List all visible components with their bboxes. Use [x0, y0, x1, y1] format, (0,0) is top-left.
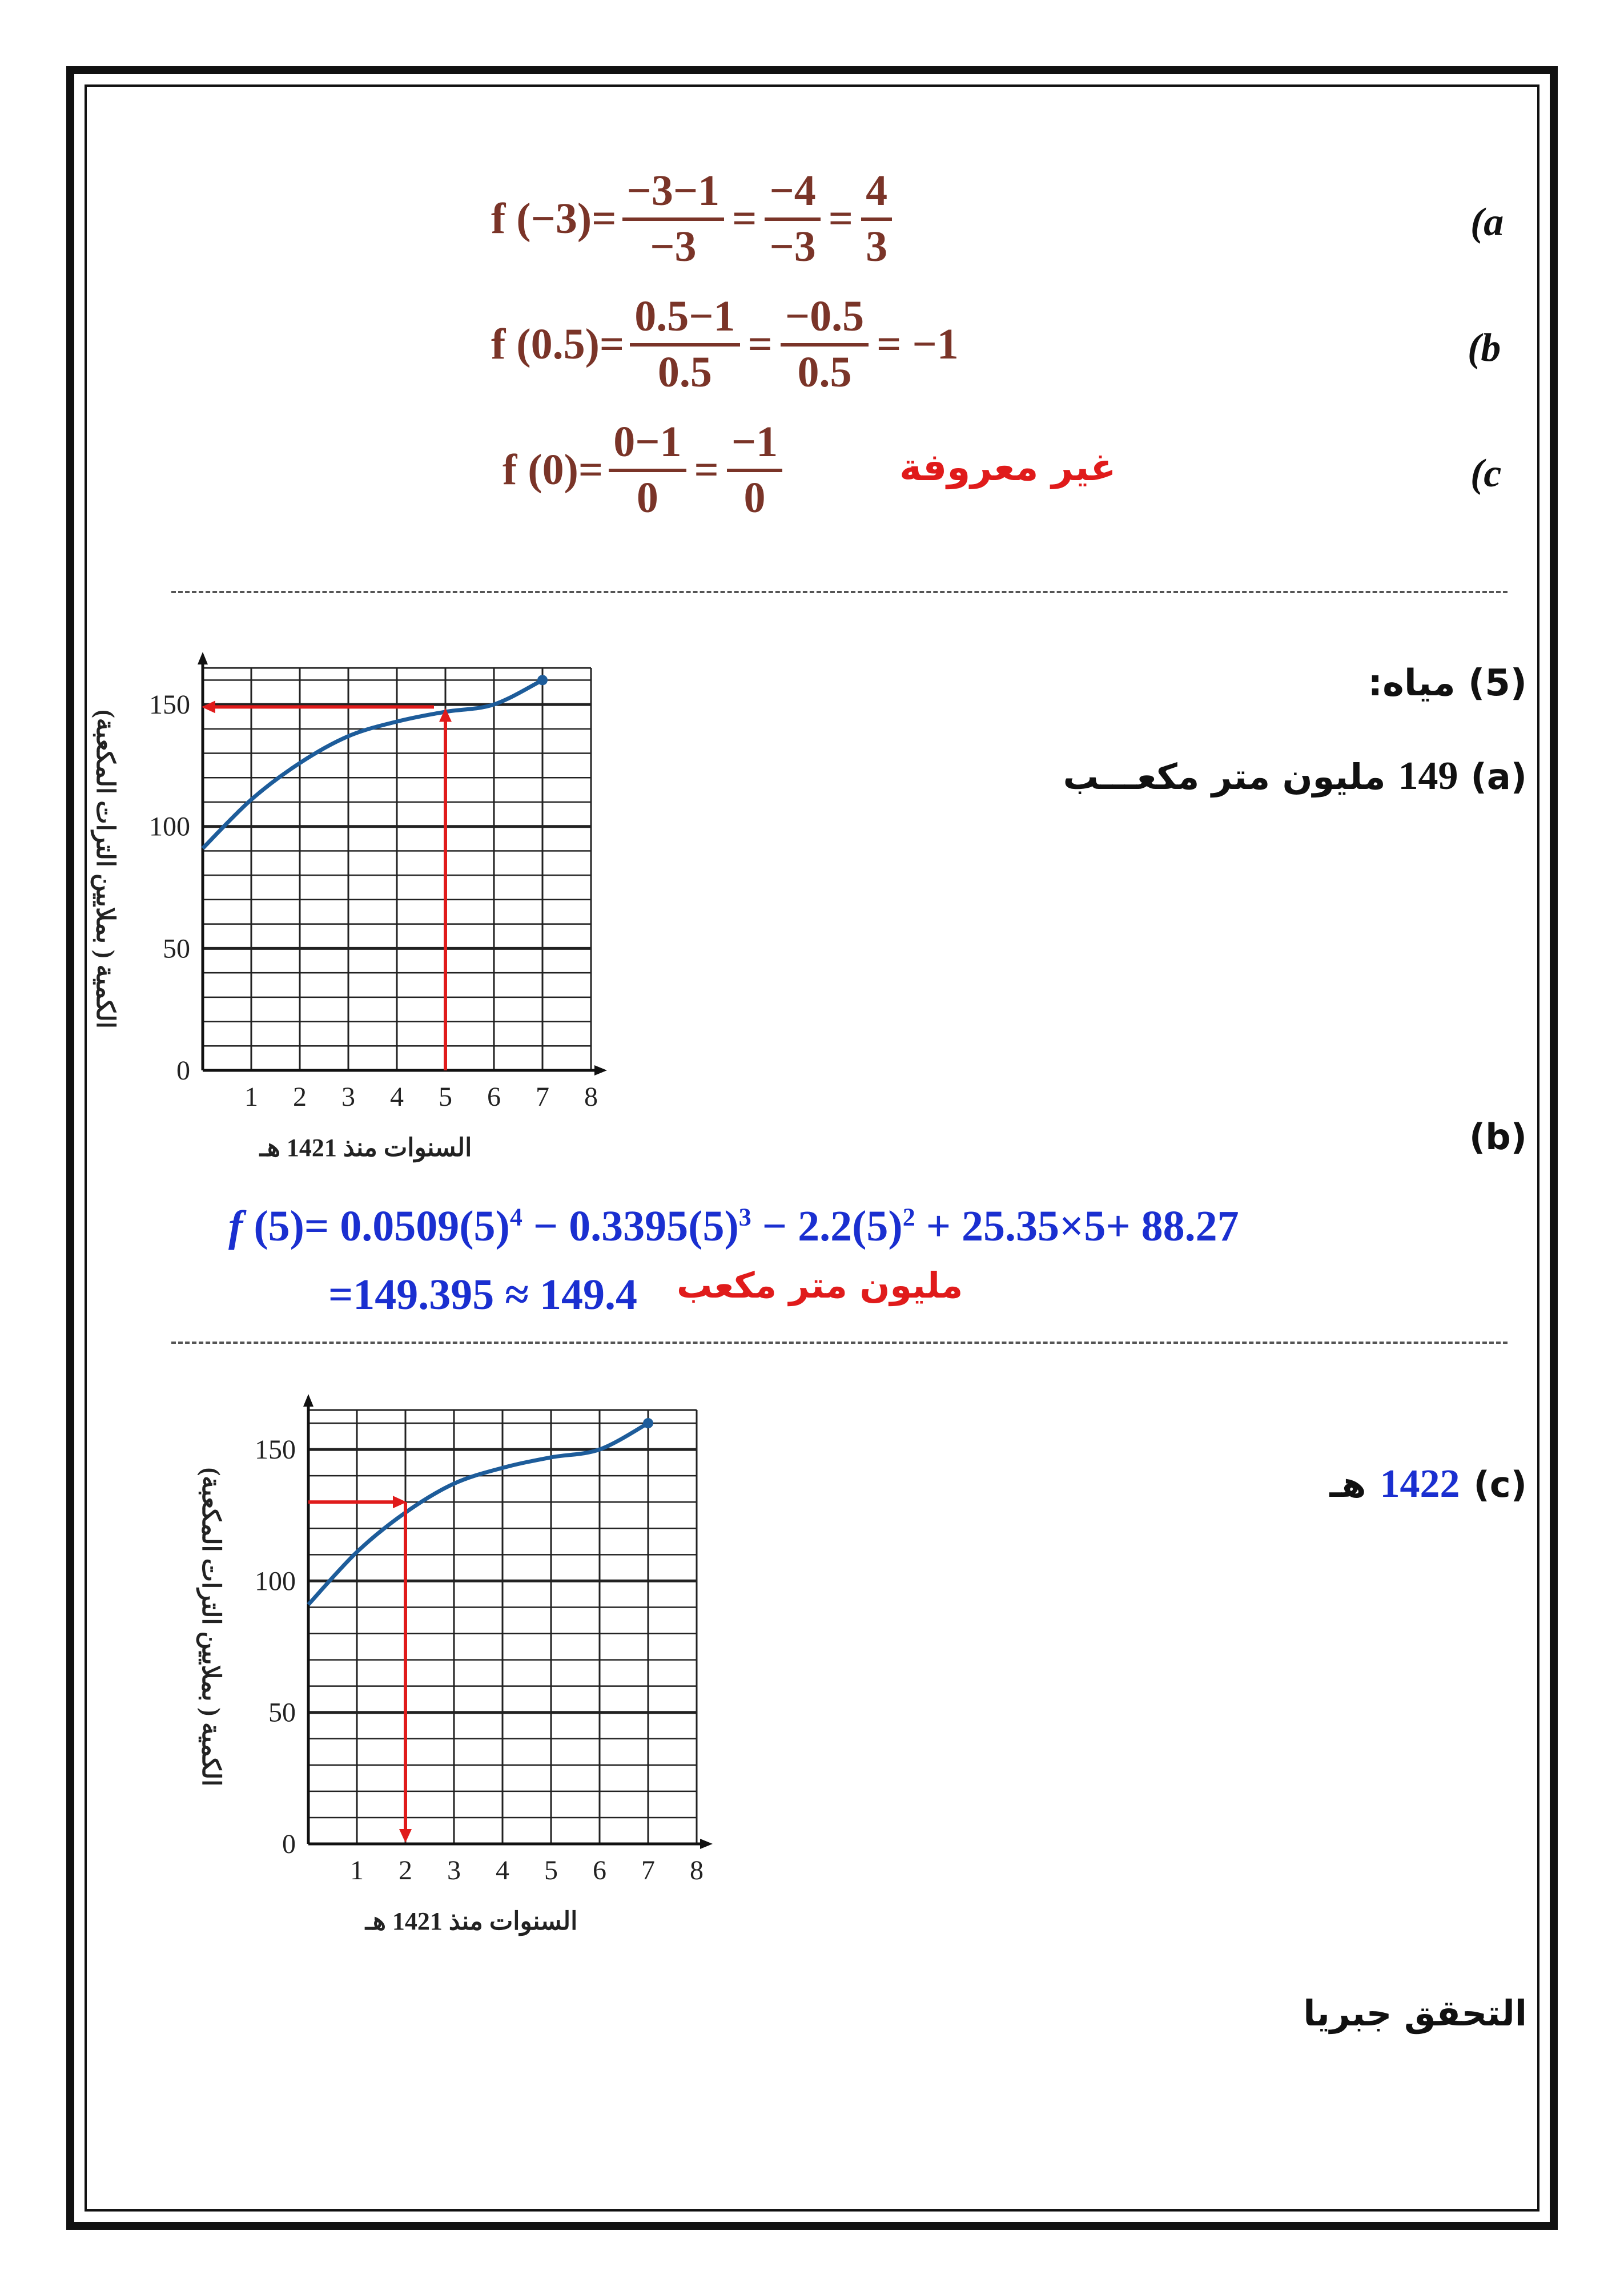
y-axis-arrow	[303, 1394, 313, 1407]
x-tick-label: 6	[487, 1082, 501, 1112]
x-tick-label: 4	[390, 1082, 404, 1112]
x-tick-label: 1	[244, 1082, 258, 1112]
fraction: 0.5−1 0.5	[630, 293, 740, 396]
x-tick-label: 3	[341, 1082, 355, 1112]
x-tick-label: 2	[399, 1855, 412, 1886]
fraction: −1 0	[726, 419, 783, 521]
y-tick-label: 50	[268, 1698, 296, 1728]
x-axis-arrow	[594, 1065, 607, 1076]
y-tick-label: 150	[255, 1435, 296, 1465]
divider	[171, 591, 1508, 593]
fraction: −3−1 −3	[622, 168, 725, 270]
x-tick-label: 5	[439, 1082, 452, 1112]
chart-1: 1 2 3 4 5 6 7 8 0 50 100 150 السنوات منذ 1421 هـ الكم…	[90, 652, 607, 1163]
x-axis-arrow	[700, 1839, 713, 1849]
guide-arrow	[202, 700, 215, 714]
x-tick-label: 1	[350, 1855, 364, 1886]
y-tick-label: 100	[149, 812, 190, 842]
page-border-outer	[66, 66, 1558, 2230]
x-axis-label: السنوات منذ 1421 هـ	[259, 1134, 472, 1163]
answer-b-label: (b)	[1469, 1116, 1527, 1158]
guide-arrow	[439, 708, 452, 722]
answer-a-unit: مليون متر مكعـــب	[1063, 755, 1386, 797]
fraction: −4 −3	[765, 168, 821, 270]
label-b: (b	[1468, 326, 1501, 370]
chart-2: 1 2 3 4 5 6 7 8 0 50 100 150 السنوات منذ 1421 هـ الكم…	[196, 1394, 713, 1936]
y-axis-label: الكمية ( بملايين الترات المكعبة)	[196, 1468, 225, 1787]
equation-b-lhs: f (0.5)=	[491, 320, 625, 369]
page-border-inner	[85, 84, 1539, 2212]
x-tick-label: 8	[584, 1082, 598, 1112]
data-curve	[201, 678, 544, 850]
fraction: −0.5 0.5	[780, 293, 869, 396]
fraction: 0−1 0	[609, 419, 686, 521]
y-tick-label: 0	[176, 1056, 190, 1086]
answer-a: (a) 149 مليون متر مكعـــب	[1063, 754, 1527, 799]
guide-arrow	[399, 1829, 412, 1843]
x-tick-label: 7	[536, 1082, 549, 1112]
equation-b-result: = −1	[877, 320, 959, 369]
y-axis-label: الكمية ( بملايين الترات المكعبة)	[90, 710, 119, 1029]
x-tick-label: 8	[690, 1855, 704, 1886]
answer-a-label: (a)	[1470, 755, 1527, 797]
x-tick-label: 3	[447, 1855, 461, 1886]
x-tick-label: 5	[544, 1855, 558, 1886]
data-endpoint	[643, 1418, 653, 1429]
equation-c-lhs: f (0)=	[503, 446, 604, 494]
x-tick-label: 6	[593, 1855, 606, 1886]
answer-c-value: 1422	[1380, 1462, 1460, 1506]
chart-1-plot: 1 2 3 4 5 6 7 8 0 50 100 150 السنوات منذ 1421 هـ الكم…	[90, 652, 607, 1163]
x-tick-label: 4	[496, 1855, 509, 1886]
equation-c: f (0)= 0−1 0 = −1 0	[503, 419, 788, 521]
formula-result: =149.395 ≈ 149.4	[328, 1271, 638, 1319]
divider	[171, 1342, 1508, 1344]
data-endpoint	[537, 675, 548, 686]
formula-line: f (5)= 0.0509(5)4 − 0.3395(5)3 − 2.2(5)2…	[228, 1202, 1239, 1250]
verify-algebraically: التحقق جبريا	[1303, 1992, 1527, 2034]
data-curve	[307, 1421, 649, 1606]
guide-arrow	[393, 1496, 407, 1509]
equation-a-lhs: f (−3)=	[491, 195, 617, 243]
x-tick-label: 7	[641, 1855, 655, 1886]
y-tick-label: 50	[163, 933, 190, 964]
answer-c-label: (c)	[1473, 1463, 1527, 1505]
answer-c-unit: هـ	[1329, 1463, 1366, 1505]
equation-b: f (0.5)= 0.5−1 0.5 = −0.5 0.5 = −1	[491, 292, 959, 396]
chart-2-plot: 1 2 3 4 5 6 7 8 0 50 100 150 السنوات منذ 1421 هـ الكم…	[196, 1394, 713, 1936]
y-tick-label: 150	[149, 690, 190, 720]
label-a: (a	[1470, 200, 1504, 244]
label-c: (c	[1470, 452, 1502, 496]
question-5-title: (5) مياه:	[1368, 662, 1527, 704]
undefined-note: غير معروفة	[899, 445, 1116, 489]
y-tick-label: 0	[282, 1829, 296, 1859]
answer-a-value: 149	[1398, 754, 1458, 798]
y-axis-arrow	[198, 652, 208, 664]
answer-c: (c) 1422 هـ	[1329, 1461, 1527, 1507]
result-unit: مليون متر مكعب	[677, 1264, 963, 1306]
x-axis-label: السنوات منذ 1421 هـ	[364, 1907, 578, 1936]
y-tick-label: 100	[255, 1566, 296, 1596]
x-tick-label: 2	[293, 1082, 307, 1112]
